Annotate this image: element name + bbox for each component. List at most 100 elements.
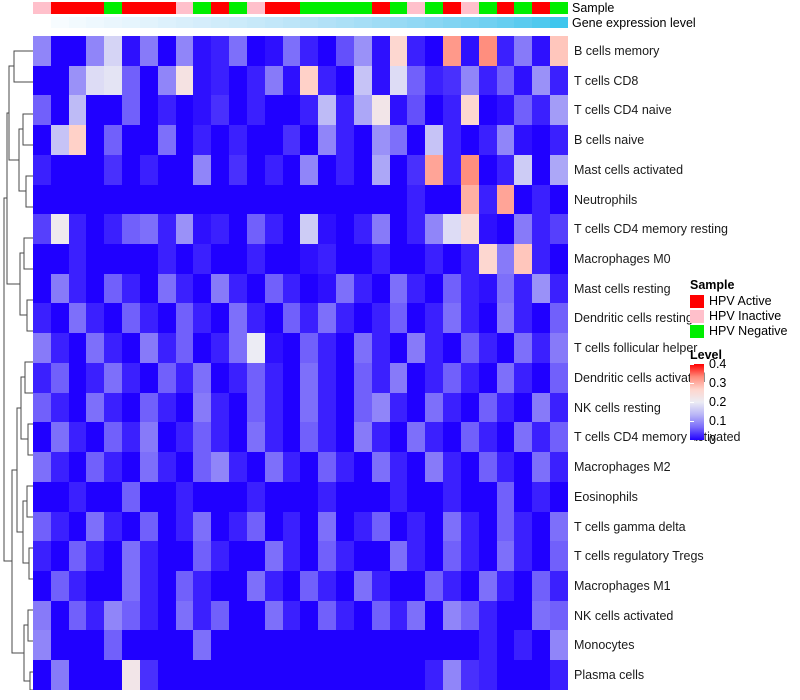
gene-expression-annotation-cell xyxy=(425,17,444,28)
heatmap-cell xyxy=(68,362,87,393)
heatmap-cell xyxy=(532,244,551,274)
heatmap-cell xyxy=(122,630,140,661)
sample-annotation-cell xyxy=(229,2,247,14)
heatmap-cell xyxy=(86,95,105,126)
heatmap-cell xyxy=(211,125,230,155)
heatmap-cell xyxy=(122,244,140,274)
heatmap-cell xyxy=(407,392,426,423)
heatmap-cell xyxy=(300,95,319,126)
heatmap-cell xyxy=(122,541,140,571)
sample-annotation-cell xyxy=(175,2,194,14)
heatmap-cell xyxy=(139,660,158,690)
heatmap-cell xyxy=(532,452,551,482)
heatmap-cell xyxy=(139,392,158,423)
heatmap-cell xyxy=(443,362,461,393)
heatmap-cell xyxy=(532,422,551,453)
heatmap-cell xyxy=(389,214,408,245)
heatmap-cell xyxy=(318,511,337,542)
heatmap-cell xyxy=(104,273,123,304)
heatmap-cell xyxy=(282,481,301,512)
gene-expression-annotation-cell xyxy=(264,17,283,28)
heatmap-cell xyxy=(496,630,515,661)
heatmap-cell xyxy=(157,630,176,661)
heatmap-cell xyxy=(407,333,426,363)
heatmap-cell xyxy=(122,65,140,96)
heatmap-row xyxy=(33,452,568,482)
heatmap-cell xyxy=(229,570,247,601)
sample-annotation-cell xyxy=(33,2,51,14)
heatmap-cell xyxy=(389,600,408,631)
heatmap-cell xyxy=(443,392,461,423)
level-tick-label: 0.3 xyxy=(709,376,727,390)
gene-expression-annotation-cell xyxy=(443,17,461,28)
heatmap-cell xyxy=(425,570,444,601)
heatmap-cell xyxy=(514,303,533,334)
heatmap-cell xyxy=(139,511,158,542)
heatmap-cell xyxy=(139,244,158,274)
heatmap-cell xyxy=(246,65,265,96)
heatmap-cell xyxy=(246,422,265,453)
row-label: Macrophages M1 xyxy=(574,578,671,593)
heatmap-cell xyxy=(353,303,372,334)
sample-annotation-cell xyxy=(68,2,87,14)
sample-annotation-cell xyxy=(193,2,212,14)
heatmap-cell xyxy=(318,154,337,185)
gene-expression-annotation-cell xyxy=(282,17,301,28)
heatmap-cell xyxy=(157,481,176,512)
heatmap-cell xyxy=(300,154,319,185)
heatmap-cell xyxy=(371,541,390,571)
heatmap-cell xyxy=(282,600,301,631)
heatmap-cell xyxy=(318,660,337,690)
heatmap-cell xyxy=(478,362,497,393)
heatmap-cell xyxy=(175,452,194,482)
heatmap-cell xyxy=(246,570,265,601)
heatmap-cell xyxy=(407,184,426,215)
heatmap-row xyxy=(33,333,568,363)
heatmap-cell xyxy=(371,154,390,185)
heatmap-cell xyxy=(425,630,444,661)
heatmap-cell xyxy=(264,303,283,334)
heatmap-row xyxy=(33,422,568,453)
heatmap-cell xyxy=(157,273,176,304)
level-tick-label: 0.1 xyxy=(709,414,727,428)
level-colorbar-ticks: 0.4 0.3 0.2 0.1 0 xyxy=(690,358,800,446)
heatmap-cell xyxy=(389,511,408,542)
heatmap-cell xyxy=(478,154,497,185)
heatmap-cell xyxy=(211,184,230,215)
gene-expression-annotation-bar xyxy=(33,17,568,28)
heatmap-cell xyxy=(33,362,51,393)
heatmap-cell xyxy=(496,333,515,363)
heatmap-cell xyxy=(282,184,301,215)
heatmap-cell xyxy=(353,392,372,423)
heatmap-cell xyxy=(229,333,247,363)
heatmap-row xyxy=(33,214,568,245)
heatmap-cell xyxy=(193,154,212,185)
heatmap-cell xyxy=(175,154,194,185)
heatmap-cell xyxy=(122,481,140,512)
heatmap-cell xyxy=(246,244,265,274)
heatmap-cell xyxy=(371,570,390,601)
heatmap-cell xyxy=(389,452,408,482)
heatmap-cell xyxy=(318,570,337,601)
heatmap-cell xyxy=(478,422,497,453)
row-label: Plasma cells xyxy=(574,668,645,683)
heatmap-cell xyxy=(122,125,140,155)
heatmap-cell xyxy=(68,452,87,482)
heatmap-cell xyxy=(50,184,69,215)
heatmap-cell xyxy=(478,511,497,542)
heatmap-cell xyxy=(33,184,51,215)
heatmap-cell xyxy=(139,333,158,363)
heatmap-cell xyxy=(371,214,390,245)
sample-legend-item: HPV Negative xyxy=(690,324,800,339)
heatmap-cell xyxy=(264,541,283,571)
heatmap-cell xyxy=(353,184,372,215)
heatmap-cell xyxy=(50,660,69,690)
heatmap-cell xyxy=(211,452,230,482)
heatmap-cell xyxy=(193,660,212,690)
heatmap-cell xyxy=(282,541,301,571)
heatmap-cell xyxy=(389,333,408,363)
sample-annotation-cell xyxy=(336,2,354,14)
heatmap-cell xyxy=(264,511,283,542)
heatmap-cell xyxy=(353,570,372,601)
